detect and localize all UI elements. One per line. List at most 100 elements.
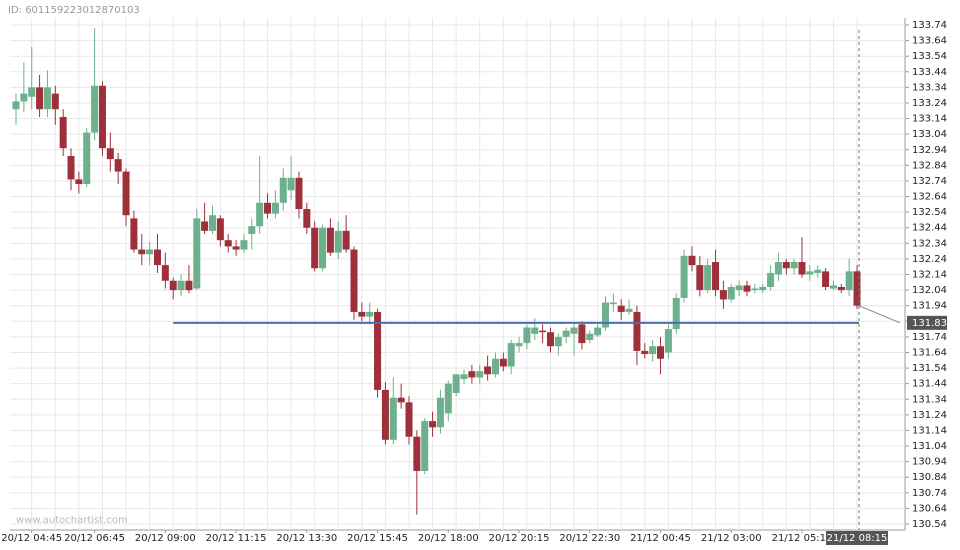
- candle-body: [201, 221, 209, 231]
- candle-body: [460, 374, 468, 379]
- candle-body: [59, 117, 67, 149]
- y-tick-label: 131.44: [912, 379, 947, 390]
- y-tick-label: 132.44: [912, 223, 947, 234]
- candle-body: [248, 226, 256, 234]
- x-tick-label: 20/12 06:45: [64, 533, 125, 544]
- candle-body: [712, 262, 720, 291]
- candle-body: [751, 288, 759, 291]
- candle-body: [374, 311, 382, 390]
- candle-body: [657, 346, 665, 359]
- candle-body: [232, 246, 240, 250]
- candle-body: [185, 280, 193, 291]
- x-tick-label: 21/12 03:00: [701, 533, 762, 544]
- candle-body: [672, 297, 680, 330]
- candle-body: [114, 159, 122, 172]
- candle-body: [51, 93, 59, 110]
- y-tick-label: 133.64: [912, 36, 947, 47]
- candle-body: [704, 265, 712, 291]
- candle-body: [806, 271, 814, 275]
- candle-body: [98, 85, 106, 149]
- y-tick-label: 132.94: [912, 145, 947, 156]
- candle-body: [609, 302, 617, 305]
- candle-body: [397, 397, 405, 403]
- candle-body: [106, 148, 114, 160]
- y-tick-label: 133.24: [912, 98, 947, 109]
- candle-body: [523, 327, 531, 344]
- y-tick-label: 132.54: [912, 207, 947, 218]
- y-tick-label: 131.04: [912, 441, 947, 452]
- candle-body: [444, 383, 452, 414]
- level-tag: [907, 315, 947, 330]
- candle-body: [594, 327, 602, 336]
- y-tick-label: 133.44: [912, 67, 947, 78]
- x-tick-label: 20/12 04:45: [1, 533, 62, 544]
- y-tick-label: 132.74: [912, 176, 947, 187]
- candle-body: [735, 285, 743, 291]
- candle-body: [782, 262, 790, 269]
- y-tick-label: 131.24: [912, 410, 947, 421]
- candle-body: [209, 215, 216, 231]
- candle-body: [790, 262, 798, 269]
- candle-body: [546, 332, 554, 347]
- candle-body: [287, 177, 295, 191]
- y-tick-label: 130.54: [912, 519, 947, 530]
- candle-body: [743, 285, 751, 292]
- y-tick-label: 131.94: [912, 301, 947, 312]
- y-tick-label: 133.34: [912, 82, 947, 93]
- candle-body: [767, 272, 775, 287]
- candle-body: [531, 327, 539, 334]
- candle-body: [169, 280, 177, 291]
- candle-body: [20, 93, 28, 102]
- candle-body: [405, 402, 413, 437]
- candle-body: [381, 389, 389, 440]
- candle-body: [279, 177, 287, 203]
- candle-body: [491, 358, 499, 375]
- candle-body: [342, 230, 350, 250]
- candle-body: [499, 358, 507, 367]
- y-tick-label: 131.34: [912, 394, 947, 405]
- y-tick-label: 131.14: [912, 425, 947, 436]
- x-tick-label: 20/12 13:30: [276, 533, 337, 544]
- candle-body: [476, 371, 484, 378]
- candle-body: [602, 302, 609, 328]
- candle-body: [664, 329, 672, 353]
- candle-body: [837, 286, 845, 291]
- y-tick-label: 133.14: [912, 114, 947, 125]
- candle-body: [43, 87, 51, 110]
- x-tick-label: 20/12 09:00: [135, 533, 196, 544]
- candle-body: [774, 262, 782, 275]
- candle-body: [319, 227, 327, 269]
- candle-body: [570, 327, 578, 334]
- candle-body: [421, 421, 429, 471]
- y-tick-label: 131.54: [912, 363, 947, 374]
- x-tick-label: 20/12 20:15: [489, 533, 550, 544]
- candle-body: [641, 350, 649, 355]
- candle-body: [334, 230, 342, 253]
- candle-body: [617, 305, 625, 312]
- candle-body: [240, 240, 248, 250]
- current-time-tag: [826, 531, 889, 545]
- candle-body: [829, 285, 837, 289]
- candle-body: [138, 249, 146, 255]
- candle-body: [562, 330, 570, 337]
- candle-body: [719, 290, 727, 300]
- candle-body: [264, 202, 272, 214]
- candle-body: [649, 346, 657, 355]
- candle-body: [350, 249, 358, 312]
- candle-body: [75, 179, 83, 185]
- x-tick-label: 20/12 18:00: [418, 533, 479, 544]
- candle-body: [303, 209, 311, 228]
- candle-body: [295, 177, 303, 210]
- candle-body: [28, 87, 36, 97]
- forecast-arrow: [858, 305, 901, 324]
- y-tick-label: 132.84: [912, 160, 947, 171]
- x-tick-label: 21/12 05:15: [772, 533, 833, 544]
- y-tick-label: 133.74: [912, 20, 947, 31]
- candle-body: [224, 240, 232, 247]
- y-tick-label: 132.14: [912, 270, 947, 281]
- candle-body: [153, 249, 161, 266]
- candle-body: [688, 255, 696, 266]
- candle-body: [633, 311, 641, 351]
- id-label: ID: 601159223012870103: [8, 5, 140, 16]
